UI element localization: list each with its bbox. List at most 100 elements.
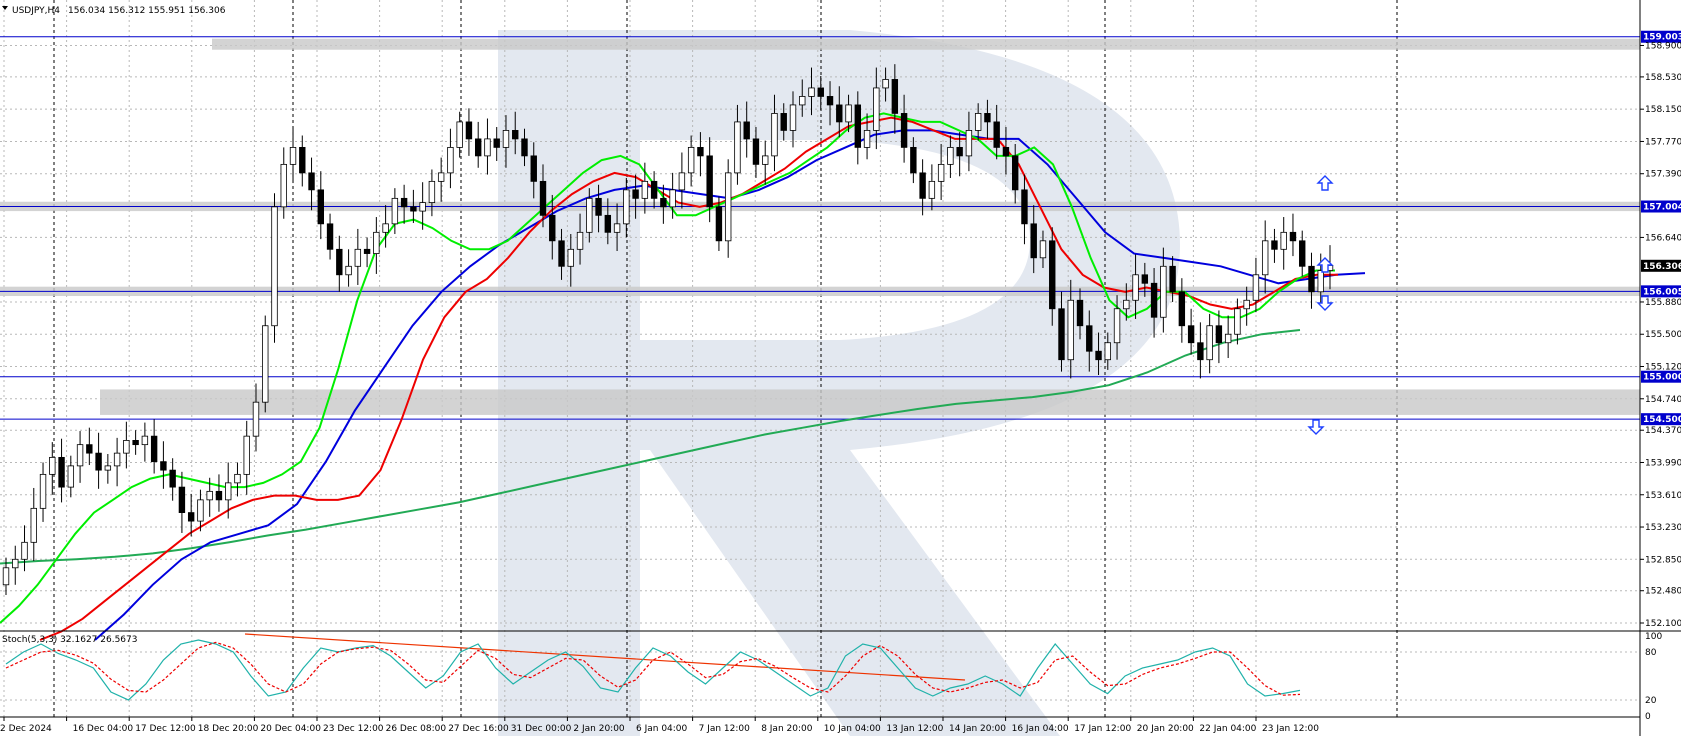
candle-body-bear	[299, 146, 306, 174]
stoch-level-label: 80	[1645, 648, 1657, 658]
candle	[1261, 220, 1269, 294]
candle-body-bull	[456, 121, 463, 148]
candle-body-bull	[262, 325, 269, 403]
candle	[613, 203, 621, 252]
y-tick-label: 155.500	[1645, 330, 1681, 340]
candle	[354, 228, 362, 285]
candle-body-bear	[1141, 274, 1149, 284]
candle	[604, 198, 612, 245]
candle-body-bull	[734, 121, 741, 174]
candle-body-bull	[1113, 308, 1121, 344]
candle	[1206, 313, 1213, 374]
candle	[225, 462, 232, 519]
candle	[1076, 288, 1084, 340]
candle	[1271, 228, 1278, 263]
candle-body-bull	[1160, 265, 1167, 318]
candle	[160, 441, 167, 489]
candle-body-bear	[558, 240, 565, 267]
level-tag	[1641, 370, 1681, 383]
x-tick-label: 7 Jan 12:00	[699, 724, 751, 734]
candle	[623, 177, 630, 238]
candle-body-bear	[474, 138, 482, 157]
candle	[780, 103, 787, 141]
candle	[1030, 205, 1037, 274]
price-zone	[212, 38, 1640, 50]
candle	[493, 127, 500, 161]
stochastic-label: Stoch(5,3,3) 32.1627 26.5673	[2, 635, 137, 645]
candle-body-bull	[428, 180, 436, 203]
y-tick-label: 154.370	[1645, 426, 1681, 436]
candle-body-bull	[21, 541, 28, 560]
candle	[873, 67, 880, 150]
candle-body-bear	[891, 79, 899, 114]
candle	[243, 420, 250, 495]
candle	[474, 121, 482, 168]
candle	[549, 194, 556, 260]
candle-body-bull	[382, 223, 389, 233]
candle	[1067, 279, 1074, 379]
candle	[215, 474, 223, 512]
candle-body-bear	[956, 146, 963, 157]
candle-body-bull	[354, 248, 362, 267]
candle	[299, 135, 306, 187]
candle-body-bear	[132, 440, 139, 446]
candle-body-bull	[271, 206, 278, 327]
candle-body-bear	[1169, 265, 1176, 293]
candle	[586, 188, 593, 243]
x-tick-label: 10 Jan 04:00	[824, 724, 881, 734]
candle	[178, 471, 186, 533]
candle	[280, 147, 287, 219]
candle-body-bear	[919, 172, 926, 199]
candle-body-bear	[836, 104, 843, 123]
candle	[724, 159, 732, 258]
stoch-main-line	[5, 639, 1301, 701]
candle-body-bull	[1206, 325, 1213, 361]
candle	[150, 419, 158, 474]
candle	[1150, 267, 1158, 338]
price-axis[interactable]: 159.003 157.004 156.005 155.000 154.500 156.3…	[1640, 30, 1681, 629]
candle	[113, 437, 121, 487]
candle-body-bull	[252, 401, 260, 437]
candle	[650, 171, 658, 209]
y-tick-label: 156.640	[1645, 233, 1681, 243]
chevron-down-icon[interactable]	[2, 6, 8, 10]
stoch-level-label: 20	[1645, 696, 1657, 706]
candle-body-bear	[308, 172, 315, 191]
x-tick-label: 20 Dec 04:00	[260, 724, 321, 734]
candle	[1095, 332, 1102, 376]
candle-body-bull	[873, 87, 880, 131]
candle-body-bull	[567, 248, 574, 267]
y-tick-label: 152.850	[1645, 555, 1681, 565]
candle	[669, 172, 676, 219]
candle	[539, 164, 547, 228]
level-tag-label: 154.500	[1643, 415, 1681, 425]
candle-body-bear	[58, 456, 65, 488]
candle-body-bear	[336, 248, 343, 276]
candle-body-bull	[391, 197, 399, 225]
candle	[336, 235, 343, 292]
candle-body-bear	[660, 197, 667, 208]
candle-body-bear	[817, 87, 824, 97]
candle-body-bear	[697, 146, 704, 157]
y-tick-label: 155.120	[1645, 363, 1681, 373]
level-tag	[1641, 30, 1681, 43]
time-axis[interactable]: 2 Dec 2024 16 Dec 04:00 17 Dec 12:00 18 Dec…	[0, 717, 1319, 734]
candle-body-bull	[669, 189, 676, 208]
candle	[789, 91, 797, 148]
y-tick-label: 158.150	[1645, 105, 1681, 115]
candle-body-bull	[30, 507, 37, 543]
x-tick-label: 13 Jan 12:00	[886, 724, 943, 734]
level-tag-label: 156.005	[1643, 287, 1681, 297]
y-tick-label: 155.880	[1645, 298, 1681, 308]
price-zone	[100, 389, 1640, 415]
candle	[428, 169, 436, 217]
candle	[262, 315, 269, 413]
candle-body-bull	[437, 172, 445, 182]
candle-body-bear	[317, 189, 324, 225]
candle-body-bear	[1150, 282, 1158, 318]
candle-body-bear	[178, 486, 186, 513]
candle-body-bull	[1317, 270, 1324, 293]
candle	[697, 132, 704, 177]
ohlc-readout: 156.034 156.312 155.951 156.306	[68, 6, 226, 16]
